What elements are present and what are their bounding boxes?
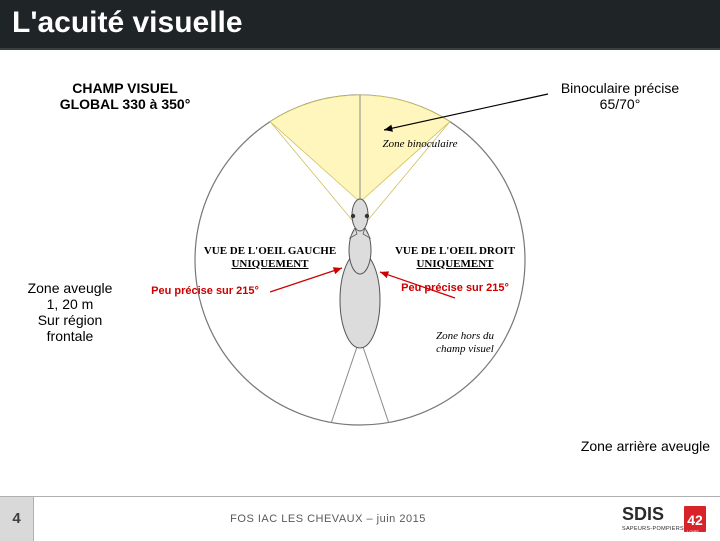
horse-top-view [340, 199, 380, 348]
page-number: 4 [0, 497, 34, 541]
rear-blind-left-line [331, 338, 360, 422]
footer-text: FOS IAC LES CHEVAUX – juin 2015 [34, 513, 622, 525]
page-title: L'acuité visuelle [0, 0, 720, 50]
diagram-area: CHAMP VISUEL GLOBAL 330 à 350° Binoculai… [0, 60, 720, 480]
visual-field-diagram [0, 60, 720, 480]
label-binoculaire: Binoculaire précise 65/70° [540, 80, 700, 112]
label-peu-precise-right: Peu précise sur 215° [385, 282, 525, 295]
svg-text:LOIRE: LOIRE [687, 529, 699, 534]
svg-text:SAPEURS-POMPIERS: SAPEURS-POMPIERS [622, 526, 684, 532]
title-text: L'acuité visuelle [12, 6, 243, 39]
rear-blind-right-line [360, 338, 389, 422]
svg-text:SDIS: SDIS [622, 504, 664, 524]
label-champ-global: CHAMP VISUEL GLOBAL 330 à 350° [40, 80, 210, 112]
label-vue-droit: VUE DE L'OEIL DROIT UNIQUEMENT [385, 245, 525, 270]
svg-text:42: 42 [687, 512, 703, 528]
sdis-logo: SDIS SAPEURS-POMPIERS 42 LOIRE [622, 502, 720, 536]
label-vue-gauche: VUE DE L'OEIL GAUCHE UNIQUEMENT [200, 245, 340, 270]
footer: 4 FOS IAC LES CHEVAUX – juin 2015 SDIS S… [0, 496, 720, 540]
label-zone-hors: Zone hors du champ visuel [415, 330, 515, 355]
label-zone-arriere: Zone arrière aveugle [540, 438, 710, 454]
label-zone-aveugle: Zone aveugle 1, 20 m Sur région frontale [15, 280, 125, 344]
label-zone-binoculaire: Zone binoculaire [370, 138, 470, 151]
label-peu-precise-left: Peu précise sur 215° [135, 285, 275, 298]
